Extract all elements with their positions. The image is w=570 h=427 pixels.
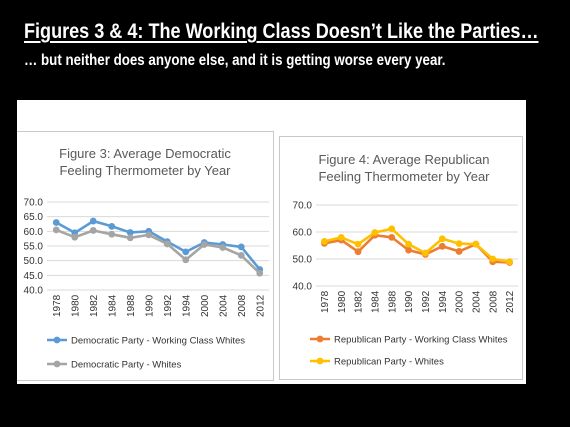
series-line	[324, 227, 510, 263]
x-tick-label: 1990	[404, 290, 415, 313]
legend-swatch-marker	[316, 335, 324, 343]
x-tick-label: 2008	[237, 294, 248, 317]
data-point	[52, 226, 60, 234]
data-point	[405, 246, 412, 254]
x-tick-label: 1992	[421, 290, 432, 313]
data-point	[438, 242, 446, 250]
x-tick-label: 1984	[107, 294, 118, 317]
data-point	[321, 238, 328, 245]
data-point	[354, 248, 362, 256]
x-tick-label: 1982	[89, 294, 100, 317]
y-tick-label: 70.0	[24, 198, 44, 209]
data-point	[200, 241, 208, 248]
data-point	[455, 240, 463, 248]
chart-title-line: Feeling Thermometer by Year	[318, 169, 490, 184]
data-point	[108, 222, 116, 230]
legend-label: Republican Party - Whites	[334, 357, 444, 368]
legend-swatch-marker	[53, 360, 61, 368]
x-tick-label: 1984	[370, 290, 381, 313]
data-point	[89, 227, 97, 234]
chart-panel: Figure 3: Average Democratic Feeling Ther…	[17, 100, 526, 384]
data-point	[237, 251, 245, 259]
slide-title: Figures 3 & 4: The Working Class Doesn’t…	[24, 20, 539, 43]
x-tick-label: 1980	[337, 290, 348, 313]
x-tick-label: 1988	[126, 294, 137, 317]
y-tick-label: 55.0	[24, 242, 44, 253]
y-tick-label: 65.0	[24, 212, 44, 223]
data-point	[71, 233, 79, 241]
legend-label: Democratic Party - Whites	[71, 360, 182, 371]
data-point	[52, 219, 60, 226]
data-point	[472, 240, 480, 248]
chart-title-line: Feeling Thermometer by Year	[59, 163, 231, 178]
x-tick-label: 2008	[488, 290, 499, 313]
x-tick-label: 2004	[471, 290, 482, 313]
data-point	[388, 225, 396, 233]
legend-swatch-marker	[316, 357, 324, 365]
y-tick-label: 60.0	[24, 227, 44, 238]
x-tick-label: 2000	[200, 294, 211, 317]
data-point	[371, 229, 379, 236]
democratic-thermometer-chart: Figure 3: Average Democratic Feeling Ther…	[17, 131, 274, 381]
data-point	[126, 229, 134, 236]
democratic-chart-svg: Figure 3: Average Democratic Feeling Ther…	[24, 146, 269, 371]
slide-subtitle: … but neither does anyone else, and it i…	[24, 52, 446, 69]
x-tick-label: 1978	[320, 290, 331, 313]
series-line	[55, 219, 261, 271]
x-tick-label: 1988	[387, 290, 398, 313]
y-tick-label: 40.0	[293, 282, 313, 293]
data-point	[182, 248, 190, 256]
x-tick-label: 2000	[455, 290, 466, 313]
data-point	[182, 256, 190, 264]
y-tick-label: 60.0	[293, 228, 313, 239]
data-point	[256, 269, 264, 277]
data-point	[219, 244, 227, 251]
republican-thermometer-chart: Figure 4: Average Republican Feeling Ther…	[279, 136, 523, 380]
data-point	[388, 234, 396, 241]
x-tick-label: 2004	[218, 294, 229, 317]
x-tick-label: 2012	[255, 294, 266, 317]
y-tick-label: 50.0	[24, 256, 44, 267]
legend-swatch-marker	[53, 336, 61, 344]
legend-label: Republican Party - Working Class Whites	[334, 335, 508, 346]
legend-label: Democratic Party - Working Class Whites	[71, 336, 245, 347]
y-tick-label: 45.0	[24, 271, 44, 282]
data-point	[438, 235, 446, 243]
data-point	[126, 234, 134, 242]
x-tick-label: 1992	[163, 294, 174, 317]
x-tick-label: 1990	[144, 294, 155, 317]
data-point	[354, 240, 362, 248]
x-tick-label: 1994	[181, 294, 192, 317]
data-point	[506, 258, 513, 266]
data-point	[405, 240, 412, 248]
data-point	[237, 243, 245, 251]
x-tick-label: 1982	[354, 290, 365, 313]
chart-title-line: Figure 4: Average Republican	[318, 152, 489, 167]
data-point	[89, 217, 97, 225]
data-point	[163, 240, 171, 248]
x-tick-label: 2012	[505, 290, 516, 313]
x-tick-label: 1980	[70, 294, 81, 317]
y-tick-label: 50.0	[293, 255, 313, 266]
data-point	[145, 231, 153, 239]
data-point	[337, 234, 345, 241]
y-tick-label: 70.0	[293, 201, 313, 212]
data-point	[455, 248, 463, 255]
data-point	[422, 249, 429, 257]
y-tick-label: 40.0	[24, 286, 44, 297]
chart-title-line: Figure 3: Average Democratic	[59, 146, 231, 161]
x-tick-label: 1978	[52, 294, 63, 317]
x-tick-label: 1994	[438, 290, 449, 313]
republican-chart-svg: Figure 4: Average Republican Feeling Ther…	[293, 152, 518, 368]
data-point	[489, 255, 497, 263]
data-point	[108, 230, 116, 238]
